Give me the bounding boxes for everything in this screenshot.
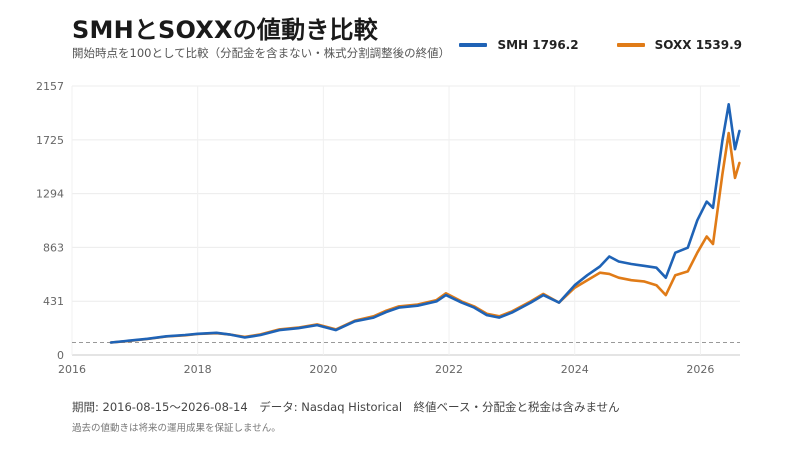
y-tick-label: 2157	[36, 80, 64, 93]
page-title: SMHとSOXXの値動き比較	[72, 16, 378, 44]
legend-swatch-soxx	[616, 43, 645, 47]
footer-disclaimer: 過去の値動きは将来の運用成果を保証しません。	[72, 423, 281, 434]
y-tick-label: 0	[57, 349, 64, 362]
y-tick-label: 431	[43, 295, 64, 308]
page-subtitle: 開始時点を100として比較（分配金を含まない・株式分割調整後の終値）	[72, 46, 451, 60]
x-tick-label: 2018	[184, 363, 212, 376]
x-tick-label: 2020	[309, 363, 337, 376]
x-tick-label: 2022	[435, 363, 463, 376]
y-tick-label: 1294	[36, 188, 64, 201]
legend-item-soxx: SOXX 1539.9	[616, 38, 742, 52]
x-tick-label: 2026	[686, 363, 714, 376]
legend: SMH 1796.2 SOXX 1539.9	[459, 38, 742, 52]
legend-item-smh: SMH 1796.2	[459, 38, 579, 52]
legend-label-soxx: SOXX 1539.9	[654, 38, 742, 52]
series-line-smh	[109, 103, 741, 344]
legend-label-smh: SMH 1796.2	[497, 38, 579, 52]
x-tick-label: 2024	[561, 363, 589, 376]
series-line-soxx	[109, 131, 741, 344]
legend-swatch-smh	[459, 43, 488, 47]
x-tick-label: 2016	[58, 363, 86, 376]
y-tick-label: 863	[43, 241, 64, 254]
y-tick-label: 1725	[36, 134, 64, 147]
footer-source: 期間: 2016-08-15〜2026-08-14 データ: Nasdaq Hi…	[72, 400, 620, 414]
